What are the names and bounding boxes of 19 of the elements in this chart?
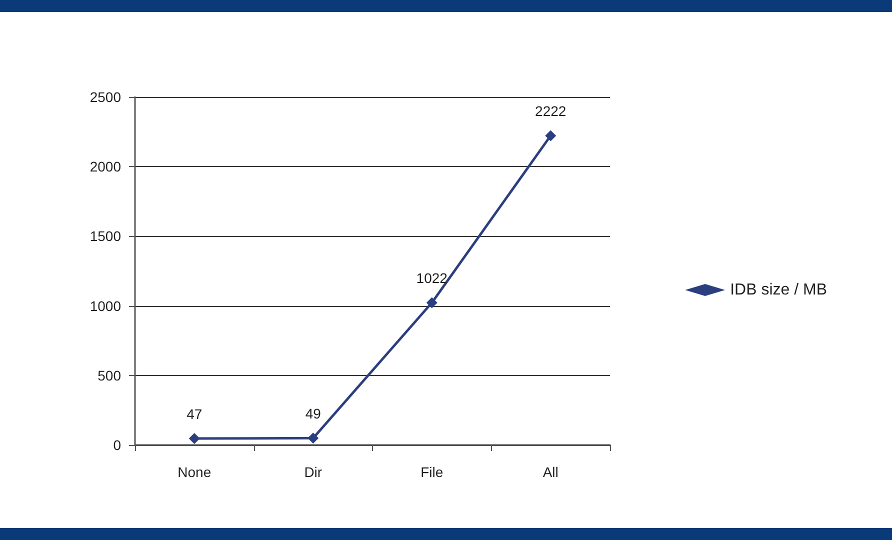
data-label: 1022 <box>416 270 448 286</box>
y-tick-label: 2000 <box>90 158 122 175</box>
y-tick-label: 2500 <box>90 89 122 105</box>
y-tick-label: 1500 <box>90 228 122 244</box>
x-tick-label: Dir <box>304 464 322 480</box>
x-tick-label: All <box>542 464 558 480</box>
legend-label: IDB size / MB <box>730 282 827 298</box>
point <box>308 432 319 444</box>
x-tick-label: None <box>178 464 212 480</box>
point <box>188 432 200 444</box>
data-label: 47 <box>186 406 202 422</box>
point <box>426 297 438 308</box>
point <box>545 130 556 142</box>
y-tick-label: 1000 <box>90 298 122 314</box>
data-label: 2222 <box>535 103 566 120</box>
y-tick-label: 0 <box>113 437 122 453</box>
y-tick-label: 500 <box>98 367 122 384</box>
data-label: 49 <box>305 406 322 422</box>
x-tick-label: File <box>420 464 444 480</box>
